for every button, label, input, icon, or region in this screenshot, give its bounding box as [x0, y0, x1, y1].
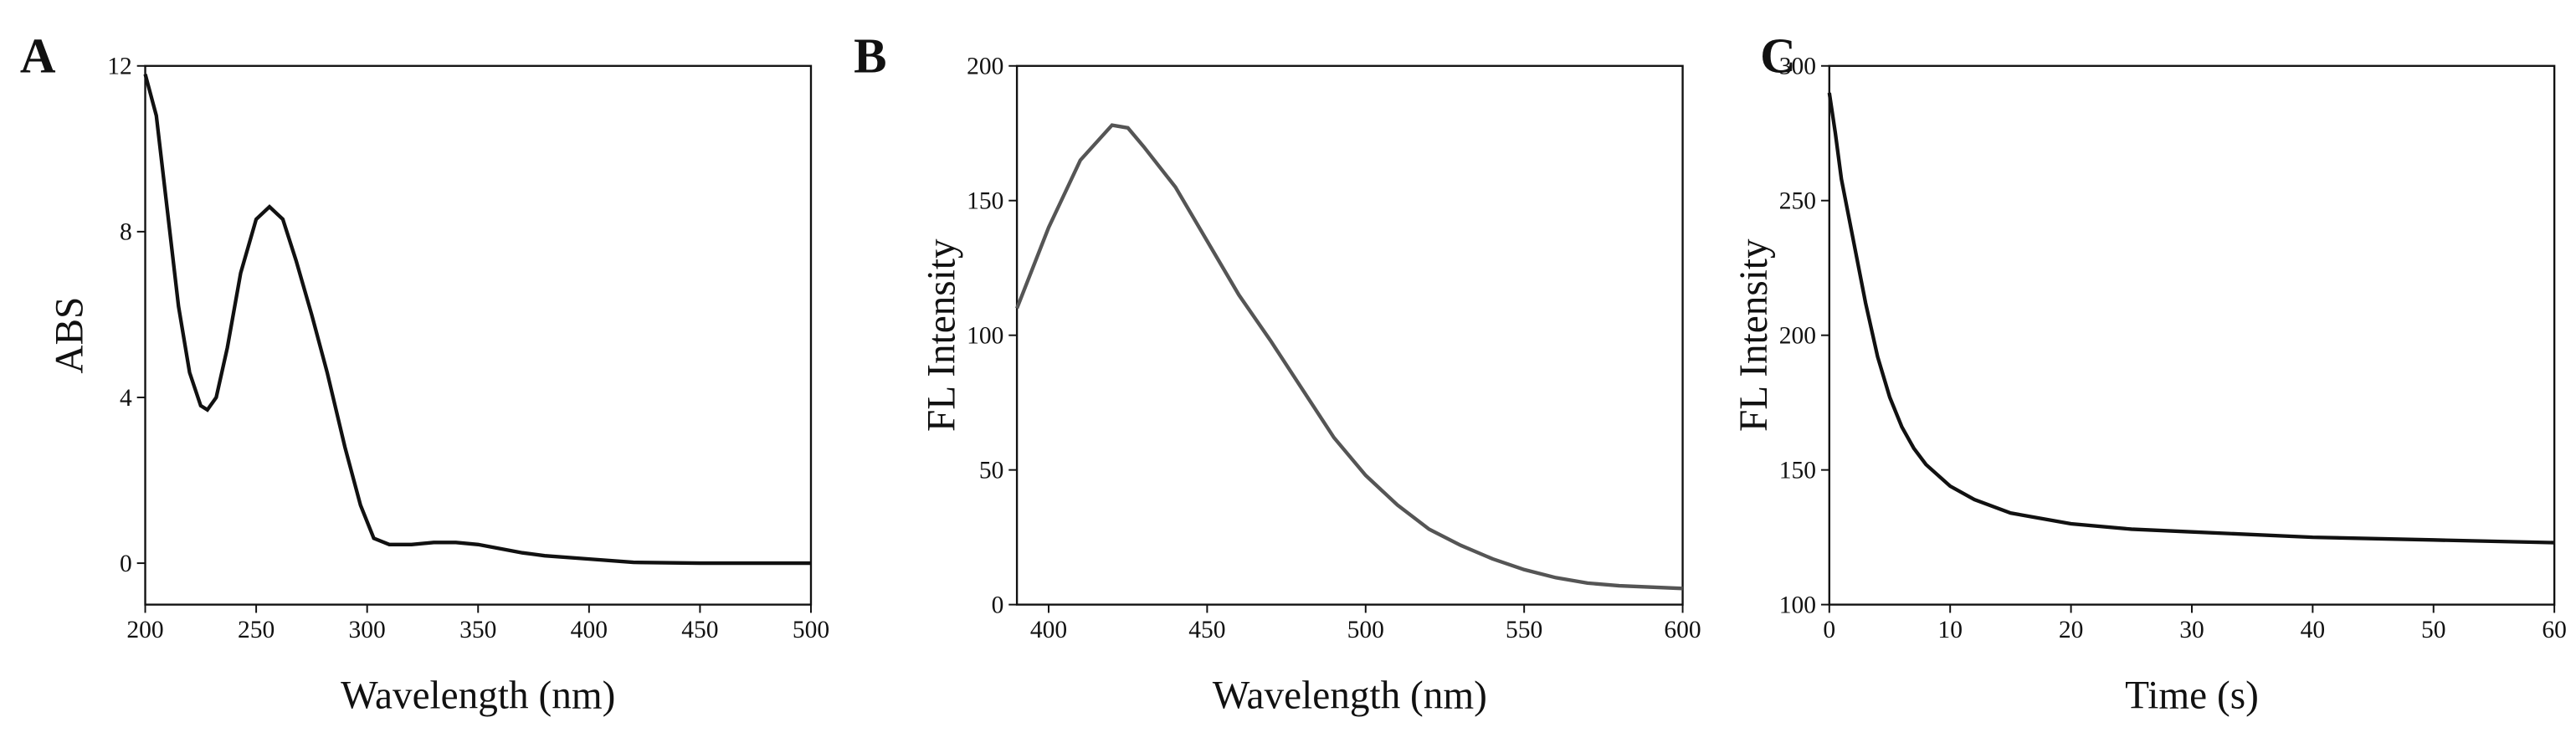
panel-label: A [20, 28, 56, 84]
y-tick-label: 200 [967, 54, 1003, 80]
x-tick-label: 400 [571, 617, 608, 643]
x-tick-label: 0 [1823, 617, 1835, 643]
x-tick-label: 550 [1506, 617, 1542, 643]
x-tick-label: 500 [1347, 617, 1384, 643]
y-tick-label: 4 [120, 385, 132, 412]
y-tick-label: 150 [967, 188, 1003, 215]
x-axis-label: Wavelength (nm) [341, 674, 615, 718]
plot-frame [1828, 64, 2556, 606]
y-tick-label: 0 [992, 592, 1004, 618]
data-line [1827, 92, 2555, 545]
x-tick-label: 60 [2542, 617, 2567, 643]
y-tick-label: 200 [1779, 323, 1816, 350]
x-tick-label: 200 [126, 617, 163, 643]
x-tick-label: 50 [2421, 617, 2446, 643]
x-tick-label: 300 [349, 617, 386, 643]
x-tick-label: 450 [681, 617, 718, 643]
x-tick-label: 10 [1937, 617, 1963, 643]
y-tick-label: 12 [107, 54, 132, 80]
x-axis-label: Time (s) [2125, 674, 2259, 718]
y-tick-label: 50 [979, 457, 1004, 484]
x-tick-label: 400 [1030, 617, 1067, 643]
panel-label: C [1760, 28, 1796, 84]
y-axis-label: FL Intensity [1732, 238, 1776, 432]
y-tick-label: 300 [1779, 54, 1816, 80]
x-tick-label: 20 [2059, 617, 2084, 643]
y-tick-label: 250 [1779, 188, 1816, 215]
x-tick-label: 350 [459, 617, 496, 643]
y-tick-label: 100 [1779, 592, 1816, 618]
panel-label: B [854, 28, 886, 84]
x-tick-label: 250 [238, 617, 275, 643]
x-tick-label: 600 [1664, 617, 1701, 643]
plot-frame [1015, 64, 1684, 606]
x-tick-label: 500 [793, 617, 829, 643]
data-line [143, 74, 811, 566]
x-tick-label: 450 [1188, 617, 1225, 643]
y-tick-label: 0 [120, 551, 132, 577]
x-tick-label: 30 [2179, 617, 2204, 643]
x-tick-label: 40 [2301, 617, 2326, 643]
y-tick-label: 100 [967, 323, 1003, 350]
y-tick-label: 8 [120, 219, 132, 246]
y-tick-label: 150 [1779, 457, 1816, 484]
y-axis-label: ABS [49, 297, 92, 374]
data-line [1015, 123, 1683, 591]
x-axis-label: Wavelength (nm) [1213, 674, 1487, 718]
y-axis-label: FL Intensity [920, 238, 963, 432]
plot-frame [144, 64, 813, 606]
